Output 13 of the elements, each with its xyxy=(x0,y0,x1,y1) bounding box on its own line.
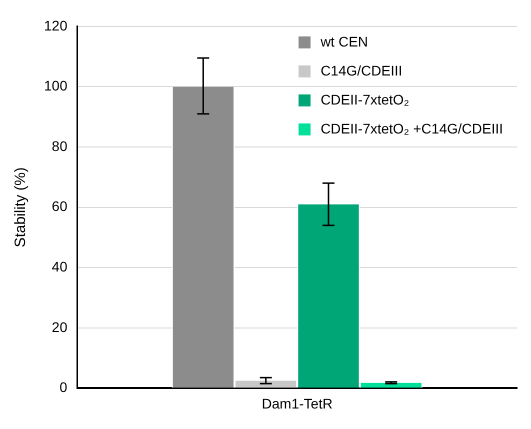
legend-label: wt CEN xyxy=(320,33,368,50)
y-axis-title: Stability (%) xyxy=(12,167,30,248)
x-tick-label: Dam1-TetR xyxy=(262,395,333,412)
legend-label: C14G/CDEIII xyxy=(320,62,402,78)
legend-label: CDEII-7xtetO₂ +C14G/CDEIII xyxy=(320,120,504,136)
y-tick-label: 60 xyxy=(52,198,68,214)
y-tick-label: 80 xyxy=(52,138,68,154)
y-tick-label: 0 xyxy=(60,379,68,396)
legend-label: CDEII-7xtetO₂ xyxy=(320,91,410,108)
y-tick-label: 20 xyxy=(52,318,68,335)
y-tick-label: 40 xyxy=(52,258,68,274)
y-tick-label: 120 xyxy=(44,17,68,34)
y-tick-label: 100 xyxy=(44,78,68,94)
